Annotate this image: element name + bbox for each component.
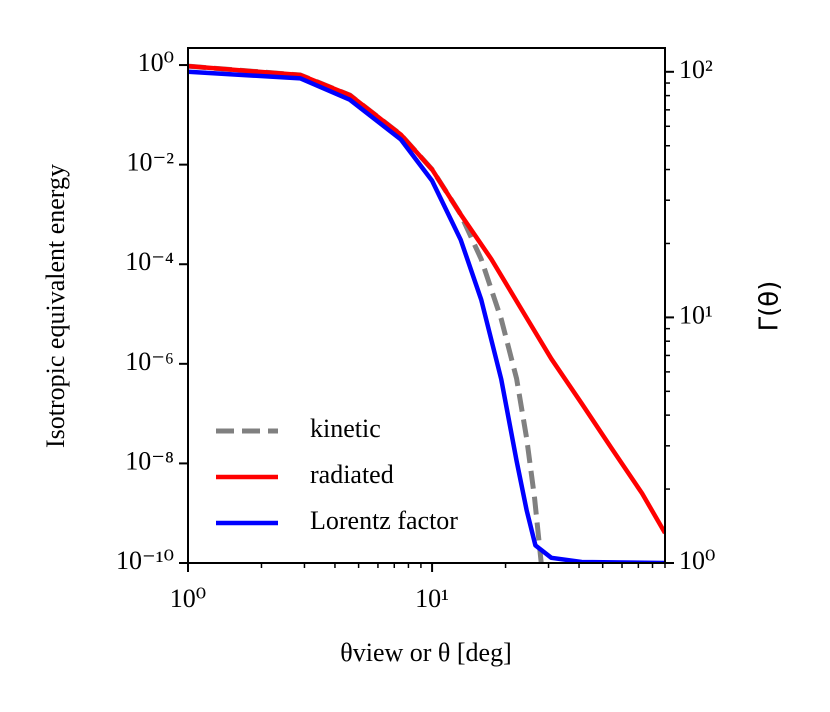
y2-tick-label: 10⁰ — [679, 546, 715, 575]
y-tick-label: 10⁻² — [126, 148, 174, 177]
y2-tick-label: 10² — [679, 55, 713, 84]
x-tick-label: 10¹ — [415, 584, 449, 613]
series-line — [188, 63, 665, 535]
y2-axis-label: Γ(θ) — [755, 281, 785, 332]
x-tick-label: 10⁰ — [170, 584, 206, 613]
series-line — [188, 69, 665, 563]
y-axis-label: Isotropic equivalent energy — [41, 164, 70, 448]
y2-tick-label: 10¹ — [679, 300, 713, 329]
y-tick-label: 10⁻⁴ — [125, 247, 174, 276]
y-tick-label: 10⁻⁸ — [125, 446, 174, 475]
y-tick-label: 10⁰ — [138, 48, 174, 77]
y-tick-label: 10⁻¹⁰ — [116, 546, 174, 575]
y-tick-label: 10⁻⁶ — [125, 347, 174, 376]
legend-label: radiated — [310, 460, 394, 489]
legend-label: Lorentz factor — [310, 506, 458, 535]
legend-label: kinetic — [310, 414, 381, 443]
x-axis-label: θview or θ [deg] — [340, 638, 511, 667]
plot-frame — [187, 47, 666, 564]
